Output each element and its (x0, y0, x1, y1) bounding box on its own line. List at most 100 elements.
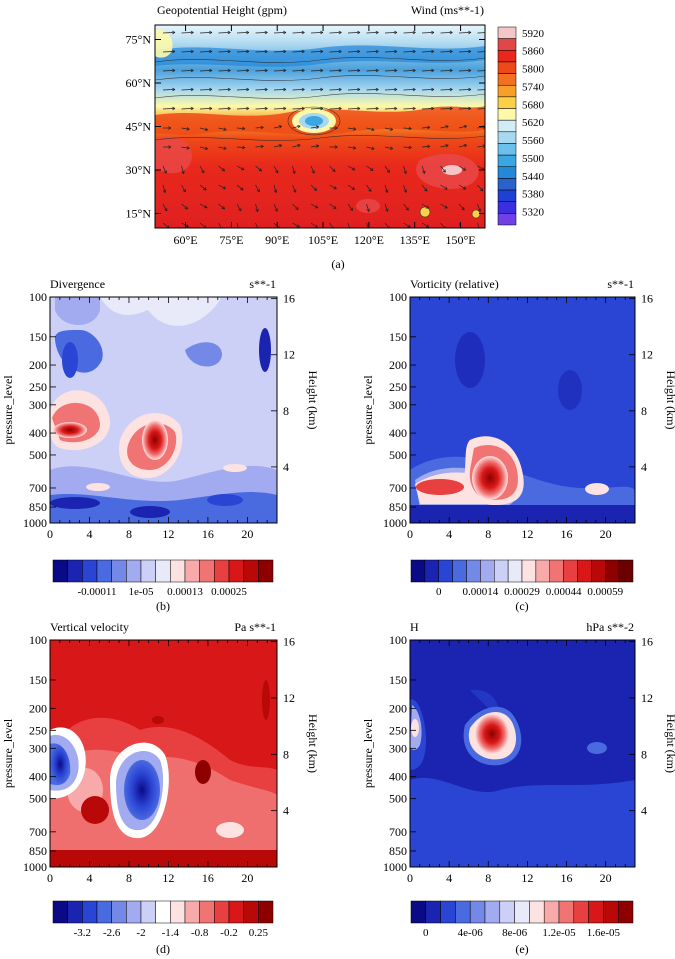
wind-arrow (329, 32, 342, 34)
wind-arrow-head (386, 169, 390, 173)
panel-c-y-tick-label: 400 (389, 426, 407, 440)
wind-arrow-head (352, 127, 357, 131)
wind-arrow (199, 51, 213, 53)
panel-e-colorbar-swatch (529, 900, 545, 924)
wind-arrow (236, 89, 250, 91)
panel-c-colorbar-swatch (424, 559, 439, 583)
wind-arrow (347, 146, 356, 149)
wind-arrow (421, 108, 435, 110)
panel-c-colorbar-swatch (466, 559, 481, 583)
wind-arrow (236, 184, 244, 191)
panel-d-colorbar-swatch (184, 900, 200, 924)
wind-arrow-head (246, 87, 250, 92)
wind-arrow-head (204, 205, 208, 209)
panel-d-colorbar-swatch (111, 900, 127, 924)
wind-arrow (421, 89, 435, 91)
panel-c-y-tick-label: 1000 (383, 516, 407, 530)
panel-a-colorbar-label: 5620 (522, 117, 545, 129)
wind-arrow-head (408, 126, 412, 131)
panel-e-y-tick-label: 400 (389, 770, 407, 784)
wind-arrow (181, 32, 194, 34)
panel-a-colorbar-swatch (497, 143, 517, 156)
wind-arrow-head (209, 87, 213, 92)
wind-arrow-head (468, 106, 472, 111)
wind-arrow-head (181, 170, 185, 174)
wind-arrow-head (315, 144, 320, 148)
wind-arrow-head (320, 87, 324, 92)
panel-a-colorbar-swatch (497, 26, 517, 39)
panel-c-colorbar-swatch (452, 559, 467, 583)
panel-d: Vertical velocity Pa s**-1 0 4 8 12 16 20 100 1… (1, 620, 320, 956)
wind-arrow-head (462, 186, 467, 190)
wind-arrow-head (394, 68, 398, 73)
panel-e-field (410, 640, 635, 867)
wind-arrow-head (241, 167, 245, 171)
panel-a-colorbar-swatch (497, 84, 517, 98)
wind-arrow-head (431, 30, 435, 35)
wind-arrow (199, 146, 208, 150)
panel-d-y-tick-label: 700 (29, 825, 47, 839)
wind-arrow (477, 203, 481, 212)
wind-arrow (421, 165, 425, 174)
wind-arrow-head (238, 208, 242, 212)
wind-arrow-head (338, 49, 342, 54)
panel-c-x-tick-label: 4 (446, 527, 452, 541)
panel-e-colorbar-label: 4e-06 (458, 927, 484, 939)
wind-arrow (199, 184, 207, 191)
wind-arrow (310, 32, 324, 34)
panel-b-colorbar-swatch (199, 559, 215, 583)
wind-arrow (366, 146, 375, 150)
panel-e-title-left: H (410, 620, 419, 634)
wind-arrow-head (264, 30, 268, 35)
panel-a-colorbar-swatch (497, 50, 517, 63)
wind-arrow-head (338, 30, 342, 35)
wind-arrow-head (468, 30, 472, 35)
wind-arrow (366, 203, 370, 212)
panel-b-colorbar: -0.00011 1e-05 0.00013 0.00025 (52, 559, 274, 598)
wind-arrow-head (283, 106, 287, 111)
wind-arrow-head (301, 68, 305, 73)
wind-arrow-head (190, 49, 194, 54)
wind-arrow (199, 203, 208, 209)
wind-arrow-head (338, 87, 342, 92)
wind-arrow (403, 146, 412, 148)
panel-b-y-tick-label: 500 (29, 448, 47, 462)
wind-arrow (310, 222, 318, 228)
panel-c-y2-tick-label: 16 (641, 292, 653, 306)
wind-arrow (310, 165, 315, 174)
wind-arrow (292, 184, 297, 193)
panel-b-title-left: Divergence (50, 277, 105, 291)
panel-c-colorbar-label: 0.00014 (463, 586, 499, 598)
wind-arrow (255, 51, 268, 53)
wind-arrow (310, 126, 319, 129)
panel-e-y-tick-label: 250 (389, 723, 407, 737)
wind-arrow (421, 145, 430, 148)
wind-arrow-head (242, 126, 246, 131)
panel-d-x-tick-label: 0 (47, 871, 53, 885)
wind-arrow (458, 165, 466, 171)
wind-arrow (255, 165, 262, 172)
panel-d-y2-tick-label: 16 (283, 635, 295, 649)
panel-b-x-tick-label: 0 (47, 527, 53, 541)
panel-c-colorbar-swatch (563, 559, 578, 583)
wind-arrow-head (172, 68, 176, 73)
panel-e-colorbar-swatch (410, 900, 427, 924)
panel-d-colorbar-swatch (258, 900, 274, 924)
wind-arrow-head (209, 68, 213, 73)
panel-d-colorbar-swatch (214, 900, 230, 924)
wind-arrow (366, 184, 372, 192)
wind-arrow (440, 125, 449, 129)
wind-arrow (384, 222, 390, 228)
panel-e-colorbar-label: 8e-06 (502, 927, 528, 939)
wind-arrow-head (320, 49, 324, 54)
wind-arrow-head (227, 106, 231, 111)
wind-arrow (366, 165, 374, 171)
wind-arrow (440, 184, 448, 190)
wind-arrow-head (389, 146, 394, 150)
wind-arrow (403, 165, 407, 174)
wind-arrow (218, 222, 222, 228)
panel-a-title-left: Geopotential Height (gpm) (157, 3, 287, 17)
wind-arrow (310, 70, 324, 72)
panel-b-colorbar-swatch (214, 559, 230, 583)
